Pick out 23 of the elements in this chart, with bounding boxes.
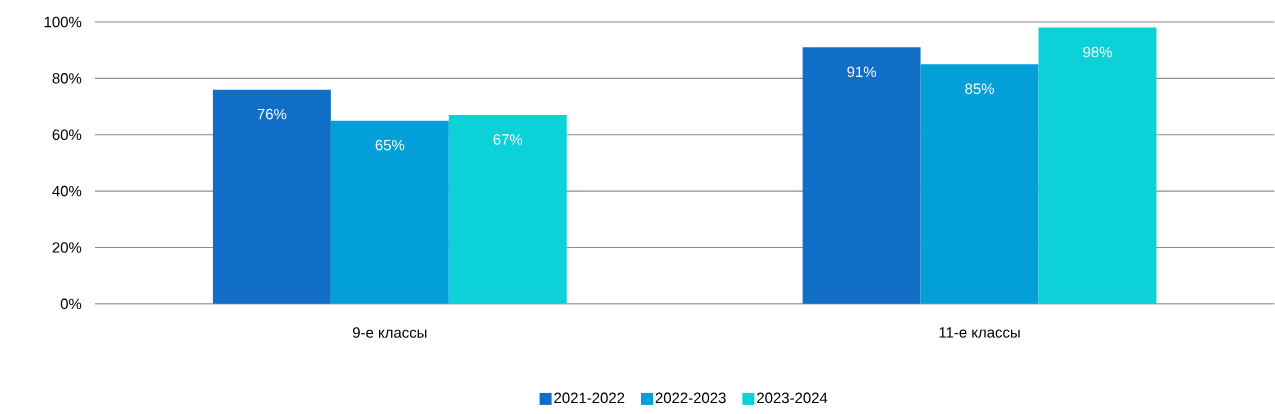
data-label: 76% [257, 108, 287, 120]
bar [920, 64, 1039, 304]
legend-label: 2021-2022 [554, 392, 625, 404]
y-tick-label: 20% [52, 242, 82, 253]
data-label: 85% [965, 83, 994, 95]
bar [802, 47, 921, 304]
bar [330, 120, 449, 304]
data-label: 91% [847, 66, 877, 78]
data-label: 65% [375, 139, 405, 151]
bar [448, 115, 567, 304]
bar [1038, 27, 1157, 304]
data-label: 67% [493, 134, 523, 145]
y-tick-label: 80% [52, 73, 82, 84]
legend-label: 2022-2023 [655, 392, 726, 404]
legend-label: 2023-2024 [757, 392, 828, 404]
x-tick-label: 11-е классы [939, 327, 1020, 338]
y-tick-label: 60% [52, 129, 82, 141]
bar [212, 89, 331, 304]
data-label: 98% [1083, 46, 1112, 58]
y-tick-label: 0% [60, 298, 82, 310]
y-tick-label: 40% [52, 185, 82, 197]
x-tick-label: 9-е классы [352, 327, 427, 338]
y-tick-label: 100% [44, 16, 82, 28]
